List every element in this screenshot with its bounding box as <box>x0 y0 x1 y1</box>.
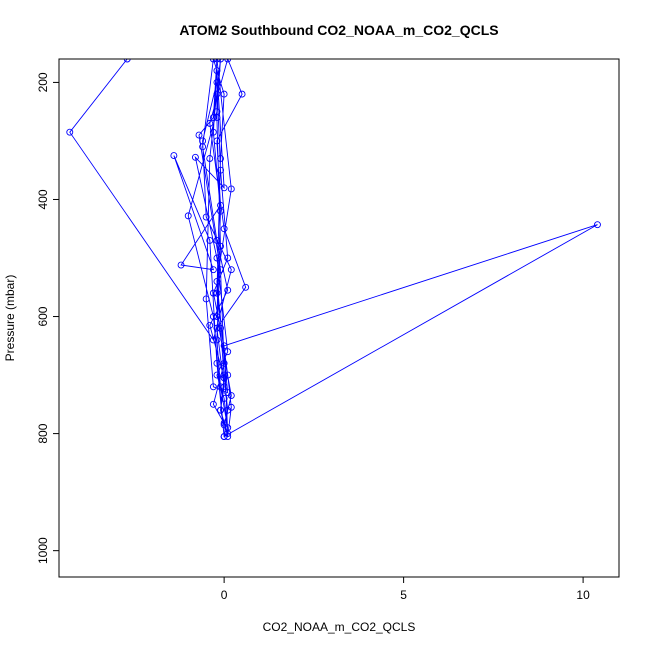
data-point <box>217 383 224 391</box>
data-point <box>199 143 207 151</box>
data-point <box>220 90 228 98</box>
data-point <box>217 59 224 63</box>
y-tick-label: 800 <box>36 423 50 443</box>
data-point <box>227 266 235 274</box>
data-point <box>224 286 232 294</box>
data-point <box>242 283 250 291</box>
data-point <box>220 184 228 192</box>
data-point <box>209 289 217 297</box>
plot-border <box>58 58 620 578</box>
data-point <box>213 336 221 344</box>
data-point <box>206 321 214 329</box>
data-point <box>177 261 185 269</box>
data-point <box>209 336 217 344</box>
data-point <box>213 114 221 121</box>
data-point <box>213 78 221 86</box>
data-point <box>220 433 228 440</box>
data-point <box>206 119 214 127</box>
data-point <box>213 90 221 98</box>
data-point <box>213 236 221 244</box>
x-tick-label: 5 <box>400 588 407 602</box>
data-point <box>213 277 221 285</box>
data-point <box>238 90 246 98</box>
data-point <box>195 131 203 139</box>
data-point <box>66 128 74 136</box>
data-point <box>209 383 217 391</box>
plot-area <box>66 59 601 440</box>
data-point <box>213 254 221 262</box>
data-point <box>594 221 601 229</box>
data-point <box>123 59 131 63</box>
x-tick-label: 10 <box>576 588 590 602</box>
data-point <box>220 374 228 382</box>
data-point <box>220 342 228 350</box>
data-point <box>170 152 178 160</box>
data-point <box>206 236 214 244</box>
data-point <box>184 212 192 220</box>
data-point <box>220 383 228 391</box>
series-line <box>69 59 598 438</box>
data-point <box>227 185 235 193</box>
data-point <box>220 359 228 367</box>
data-point <box>213 359 221 367</box>
data-point <box>209 313 217 320</box>
data-point <box>217 155 224 162</box>
data-point <box>209 128 217 136</box>
data-point <box>213 289 221 297</box>
data-point <box>191 153 199 161</box>
chart-title: ATOM2 Southbound CO2_NOAA_m_CO2_QCLS <box>179 22 498 38</box>
data-point <box>213 67 221 75</box>
data-point <box>213 137 221 145</box>
data-point <box>213 59 221 63</box>
y-tick-label: 200 <box>36 72 50 92</box>
data-point <box>217 242 224 250</box>
data-point <box>224 348 232 356</box>
data-point <box>202 295 210 303</box>
data-point <box>213 371 221 379</box>
y-tick-label: 400 <box>36 189 50 209</box>
data-point <box>220 371 228 379</box>
data-point <box>209 114 217 121</box>
y-tick-label: 600 <box>36 306 50 326</box>
data-point <box>202 213 210 221</box>
data-point <box>227 392 235 400</box>
data-point <box>224 59 232 63</box>
data-point <box>209 400 217 408</box>
data-point <box>209 266 217 274</box>
data-point <box>220 225 228 233</box>
data-point <box>224 424 232 432</box>
data-point <box>220 395 228 402</box>
x-axis-label: CO2_NOAA_m_CO2_QCLS <box>263 620 416 634</box>
data-point <box>206 155 214 162</box>
y-tick-label: 1000 <box>36 537 50 564</box>
data-point <box>217 207 224 215</box>
data-point <box>217 406 224 414</box>
data-point <box>217 324 224 332</box>
data-point <box>224 433 232 440</box>
data-point <box>213 324 221 332</box>
data-point <box>209 59 217 63</box>
data-point <box>220 419 228 427</box>
x-tick-label: 0 <box>221 588 228 602</box>
data-point <box>227 403 235 411</box>
data-point <box>217 266 224 274</box>
data-point <box>213 313 221 320</box>
data-point <box>217 166 224 174</box>
y-axis-label: Pressure (mbar) <box>3 275 17 362</box>
data-point <box>224 254 232 262</box>
